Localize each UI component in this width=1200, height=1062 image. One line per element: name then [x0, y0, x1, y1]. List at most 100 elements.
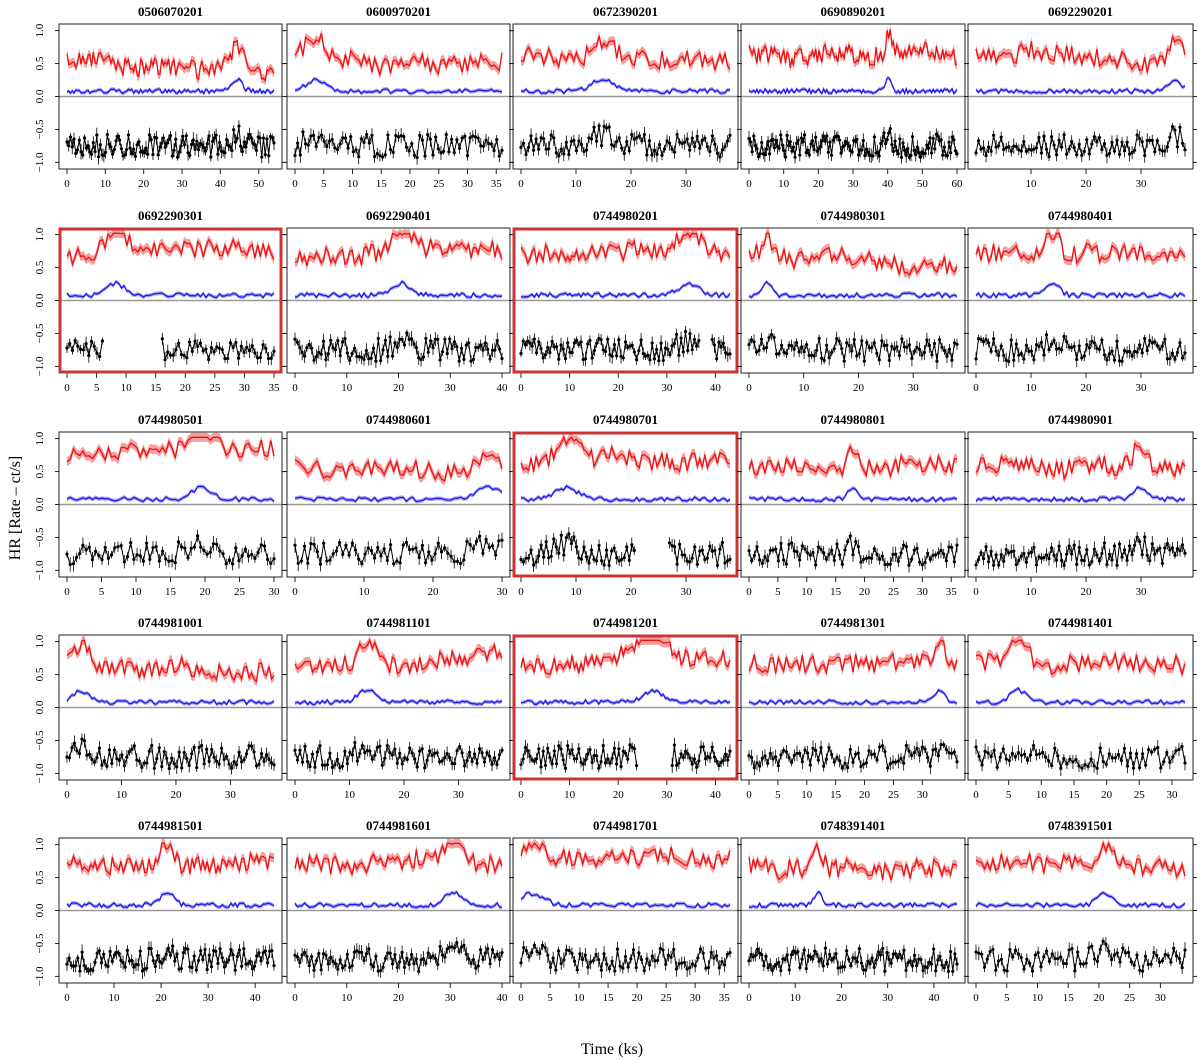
- hr-point: [696, 956, 700, 960]
- hr-point: [216, 961, 220, 966]
- hr-point: [445, 351, 449, 356]
- hr-point: [180, 766, 184, 770]
- hr-point: [116, 134, 120, 138]
- hr-point: [130, 958, 134, 962]
- hr-point: [537, 747, 541, 751]
- hr-point: [459, 561, 463, 566]
- hr-point: [447, 150, 451, 154]
- hr-point: [586, 752, 590, 756]
- blue-series-line: [294, 78, 503, 95]
- hr-point: [766, 761, 770, 765]
- hr-point: [1002, 353, 1006, 357]
- hr-point: [594, 754, 599, 758]
- hr-point: [937, 338, 942, 342]
- hr-point: [168, 134, 173, 138]
- hr-point: [887, 358, 891, 362]
- hr-point: [628, 743, 632, 747]
- hr-point: [850, 150, 854, 154]
- hr-point: [224, 960, 229, 964]
- hr-point: [931, 553, 935, 557]
- hr-point: [405, 956, 409, 960]
- hr-point: [723, 561, 727, 565]
- hr-point: [772, 335, 776, 340]
- hr-point: [215, 759, 219, 763]
- hr-point: [1007, 145, 1011, 149]
- hr-point: [376, 545, 380, 550]
- hr-point: [1150, 341, 1154, 345]
- hr-point: [832, 760, 836, 764]
- hr-point: [1012, 549, 1016, 553]
- x-tick-label: 30: [917, 789, 929, 801]
- hr-point: [615, 762, 619, 766]
- hr-point: [394, 134, 398, 138]
- hr-point: [648, 358, 652, 362]
- hr-point: [752, 553, 756, 558]
- hr-point: [65, 552, 69, 556]
- hr-point: [915, 963, 919, 968]
- hr-point: [413, 757, 417, 761]
- hr-point: [205, 142, 209, 146]
- hr-point: [191, 138, 195, 142]
- hr-point: [1173, 553, 1177, 557]
- hr-point: [631, 948, 636, 952]
- hr-point: [750, 559, 754, 563]
- hr-point: [559, 961, 563, 966]
- hr-point: [448, 337, 452, 341]
- hr-point: [160, 549, 165, 553]
- hr-point: [1170, 546, 1175, 550]
- hr-point: [106, 556, 110, 560]
- hr-point: [196, 958, 201, 963]
- hr-point: [876, 950, 881, 954]
- hr-point: [1145, 138, 1149, 143]
- red-series-line: [66, 39, 275, 83]
- hr-point: [108, 949, 112, 954]
- hr-point: [95, 756, 99, 760]
- hr-point: [1065, 152, 1069, 156]
- hr-point: [1053, 957, 1057, 961]
- hr-point: [173, 561, 177, 565]
- hr-point: [249, 744, 254, 748]
- hr-point: [480, 751, 484, 755]
- hr-point: [473, 135, 478, 139]
- hr-point: [85, 753, 89, 757]
- hr-point: [401, 543, 405, 547]
- hr-point: [645, 957, 649, 961]
- hr-point: [1173, 357, 1177, 361]
- hr-point: [986, 341, 991, 345]
- panel-title: 0692290201: [1048, 4, 1113, 19]
- hr-point: [820, 139, 824, 143]
- hr-point: [386, 951, 390, 955]
- hr-point: [1029, 148, 1033, 152]
- hr-point: [388, 335, 392, 339]
- hr-point: [493, 348, 497, 352]
- hr-point: [112, 147, 116, 151]
- hr-point: [539, 346, 543, 351]
- hr-point: [247, 132, 252, 136]
- hr-point: [183, 546, 187, 550]
- hr-point: [801, 140, 805, 144]
- hr-point: [467, 341, 471, 345]
- hr-point: [373, 753, 377, 757]
- hr-point: [955, 342, 959, 346]
- hr-point: [1070, 139, 1074, 144]
- hr-point: [758, 951, 762, 955]
- x-tick-label: 30: [269, 586, 281, 598]
- hr-point: [759, 337, 764, 341]
- x-tick-label: 40: [882, 178, 894, 190]
- hr-point: [399, 134, 403, 138]
- hr-point: [167, 137, 171, 142]
- panel-0744980501: 0744980501−1.0−0.50.00.51.00 5 10 15 20 25 30: [34, 412, 286, 598]
- hr-point: [1183, 761, 1187, 765]
- hr-point: [107, 142, 111, 146]
- y-tick-label: −0.5: [34, 323, 46, 343]
- hr-point: [1150, 138, 1154, 142]
- hr-point: [872, 752, 876, 756]
- hr-point: [129, 541, 133, 545]
- hr-point: [488, 962, 492, 966]
- hr-point: [170, 756, 174, 760]
- hr-point: [164, 952, 168, 956]
- hr-point: [662, 147, 667, 151]
- hr-point: [457, 146, 462, 150]
- hr-point: [570, 748, 574, 752]
- hr-point: [866, 959, 870, 963]
